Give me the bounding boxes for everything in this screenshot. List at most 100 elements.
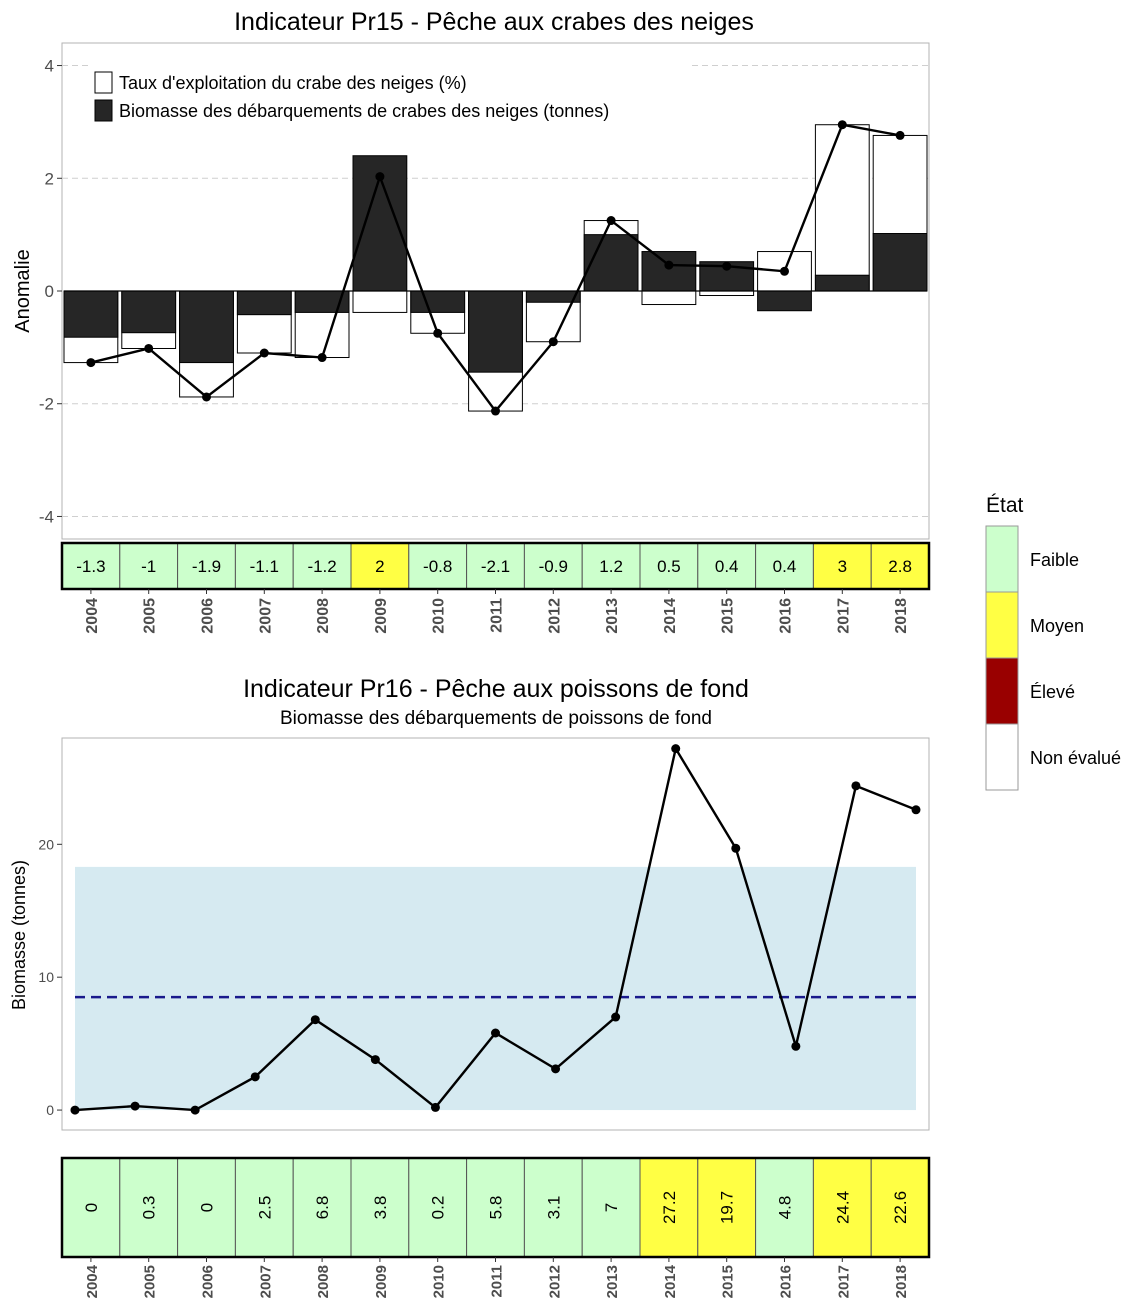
state-legend: État Faible Moyen Élevé Non évalué (985, 494, 1121, 791)
legend-label-exploitation: Taux d'exploitation du crabe des neiges … (119, 73, 467, 93)
bar-exploitation (641, 290, 697, 306)
line-point (250, 1072, 260, 1082)
x-tick-label: 2016 (778, 598, 795, 634)
range-band (75, 866, 916, 1111)
x-tick-label: 2008 (315, 598, 332, 634)
state-cell-value: -0.9 (539, 557, 568, 576)
x-tick-label: 2011 (489, 1265, 506, 1298)
line-point (722, 261, 732, 271)
state-cell (61, 542, 121, 590)
chart-pr16-x-axis: 2004 2005 2006 2007 2008 2009 2010 2011 2012 2013… (84, 1257, 910, 1298)
state-cell-value: 0.5 (657, 557, 681, 576)
x-tick-label: 2007 (257, 598, 274, 634)
line-point (551, 1064, 561, 1074)
state-cell-value: -1 (141, 557, 156, 576)
state-cell-value: 2 (375, 557, 384, 576)
x-tick-label: 2015 (720, 1265, 737, 1298)
x-tick-label: 2006 (200, 598, 217, 634)
x-tick-label: 2016 (778, 1265, 795, 1298)
bar-biomasse (872, 233, 928, 292)
line-point (70, 1105, 80, 1115)
chart-pr15-title: Indicateur Pr15 - Pêche aux crabes des n… (234, 8, 754, 36)
line-point (370, 1055, 380, 1065)
line-point (837, 120, 847, 130)
state-cell-value: -1.9 (192, 557, 221, 576)
x-tick-label: 2018 (893, 598, 910, 634)
chart-pr16: Indicateur Pr16 - Pêche aux poissons de … (9, 675, 931, 1298)
x-tick-label: 2008 (315, 1265, 332, 1298)
state-cell (581, 542, 641, 590)
chart-pr15-y-axis: -4 -2 0 2 4 (39, 57, 62, 526)
state-cell-value: 2.5 (255, 1196, 274, 1220)
line-point (780, 266, 789, 276)
x-tick-label: 2009 (373, 1265, 390, 1298)
bar-biomasse (410, 290, 466, 313)
line-point (310, 1015, 320, 1025)
state-cell (639, 1157, 699, 1258)
state-cell-value: 0.4 (715, 557, 739, 576)
state-cell-value: -1.1 (250, 557, 279, 576)
chart-pr16-line (70, 744, 921, 1115)
bar-biomasse (121, 290, 177, 334)
chart-pr15-ylabel: Anomalie (12, 249, 34, 332)
chart-pr15-bars (63, 124, 928, 412)
chart-pr15: Indicateur Pr15 - Pêche aux crabes des n… (12, 8, 931, 634)
state-cell (466, 542, 525, 590)
state-cell-value: 0.4 (773, 557, 797, 576)
state-cell (177, 1157, 236, 1258)
chart-pr15-x-axis: 2004 2005 2006 2007 2008 2009 2010 2011 2012 2013… (84, 589, 910, 634)
x-tick-label: 2014 (662, 1264, 679, 1298)
state-cell-value: -0.8 (423, 557, 452, 576)
x-tick-label: 2013 (604, 1265, 621, 1298)
line-point (86, 358, 96, 368)
state-cell (581, 1157, 641, 1258)
state-cell-value: 24.4 (833, 1191, 852, 1224)
x-tick-label: 2009 (373, 598, 390, 634)
state-cell-value: 2.8 (888, 557, 912, 576)
x-tick-label: 2005 (142, 1265, 159, 1298)
state-cell-value: 0.2 (429, 1196, 448, 1220)
line-point (259, 348, 269, 358)
bar-biomasse (641, 251, 697, 292)
line-point (791, 1041, 801, 1051)
x-tick-label: 2004 (84, 598, 101, 634)
state-cell-value: 3 (838, 557, 847, 576)
line-point (851, 781, 861, 791)
bar-biomasse (63, 290, 119, 338)
state-cell-value: 0 (198, 1203, 217, 1212)
chart-pr16-ylabel: Biomasse (tonnes) (9, 860, 29, 1010)
x-tick-label: 2018 (893, 1265, 910, 1298)
state-cell (119, 542, 179, 590)
y-tick-label: -2 (39, 395, 54, 414)
bar-biomasse (236, 290, 292, 316)
state-legend-swatch (985, 657, 1019, 725)
x-tick-label: 2012 (546, 1265, 563, 1298)
bar-exploitation (699, 290, 755, 297)
y-tick-label: 0 (45, 282, 54, 301)
state-cell-value: 3.8 (371, 1196, 390, 1220)
bar-exploitation (814, 124, 870, 292)
state-legend-label: Élevé (1030, 682, 1075, 702)
state-cell-value: 4.8 (776, 1196, 795, 1220)
state-cell-value: 7 (602, 1203, 621, 1212)
x-tick-label: 2015 (720, 598, 737, 634)
line-point (130, 1101, 140, 1111)
state-legend-label: Moyen (1030, 616, 1084, 636)
x-tick-label: 2017 (835, 598, 852, 634)
chart-pr15-legend: Taux d'exploitation du crabe des neiges … (88, 62, 692, 126)
y-tick-label: 2 (45, 169, 54, 188)
line-point (671, 744, 681, 754)
chart-pr15-legend-box (88, 62, 692, 126)
state-cell-value: 19.7 (718, 1191, 737, 1224)
line-point (911, 805, 921, 815)
x-tick-label: 2017 (835, 1265, 852, 1298)
line-point (548, 337, 558, 347)
state-cell (234, 1157, 294, 1258)
bar-biomasse (814, 274, 870, 292)
state-legend-swatch (985, 525, 1019, 593)
bar-biomasse (179, 290, 234, 364)
state-cell-value: -1.3 (76, 557, 105, 576)
state-cell (755, 1157, 814, 1258)
state-cell (408, 542, 468, 590)
